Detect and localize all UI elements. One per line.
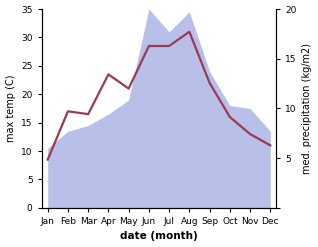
Y-axis label: med. precipitation (kg/m2): med. precipitation (kg/m2) [302,43,313,174]
X-axis label: date (month): date (month) [120,231,198,242]
Y-axis label: max temp (C): max temp (C) [5,75,16,142]
